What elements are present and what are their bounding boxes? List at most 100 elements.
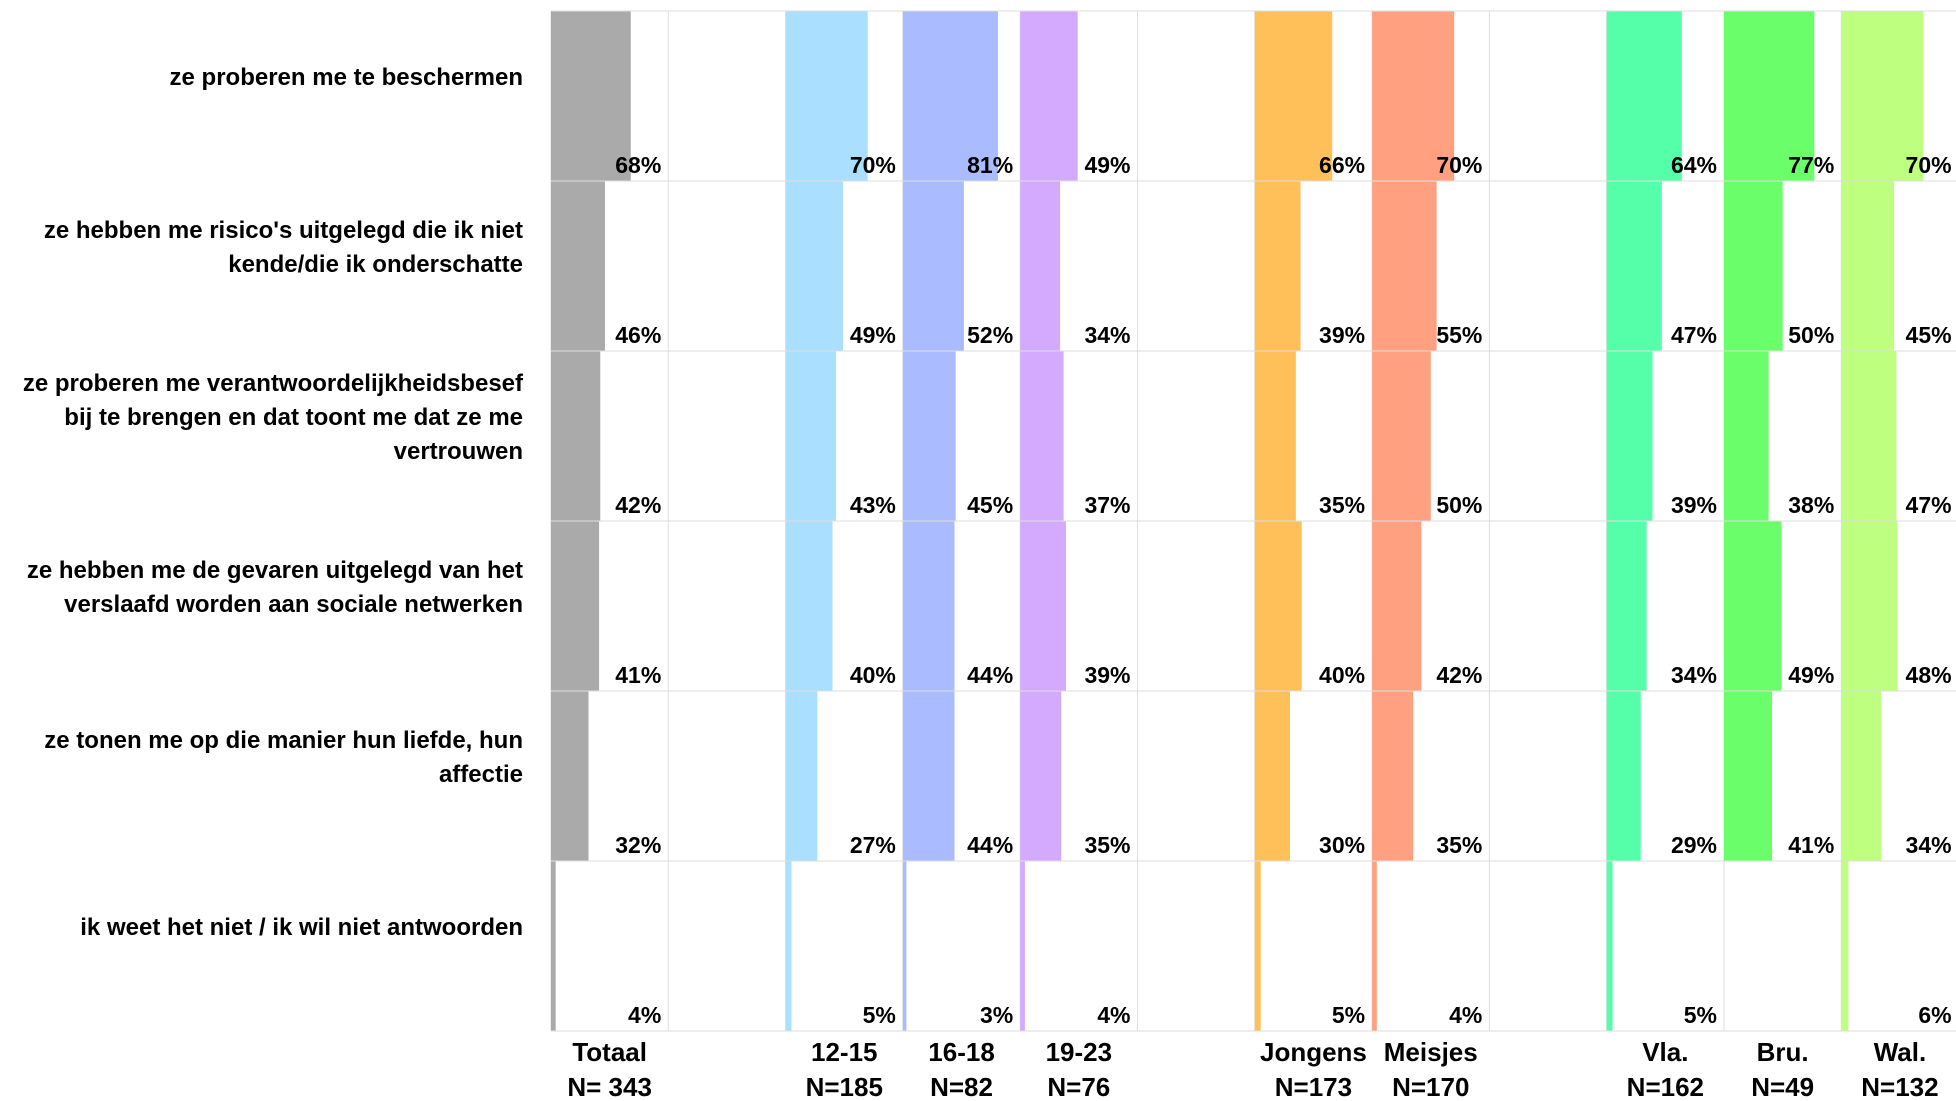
value-label: 40% [1319, 662, 1365, 688]
bar [1254, 861, 1261, 1031]
row-label: ik weet het niet / ik wil niet antwoorde… [8, 843, 523, 1013]
value-label: 39% [1319, 322, 1365, 348]
value-label: 43% [850, 492, 896, 518]
bar [1020, 11, 1078, 181]
value-label: 45% [1906, 322, 1952, 348]
legend-n: N=173 [1275, 1072, 1352, 1101]
bar [1606, 861, 1613, 1031]
row-label: ze tonen me op die manier hun liefde, hu… [8, 673, 523, 843]
value-label: 37% [1084, 492, 1130, 518]
row-label: ze proberen me te beschermen [8, 0, 523, 163]
value-label: 50% [1788, 322, 1834, 348]
value-label: 49% [1788, 662, 1834, 688]
bar [1254, 11, 1333, 181]
bar [551, 861, 556, 1031]
bar [902, 521, 955, 691]
value-label: 34% [1671, 662, 1717, 688]
value-label: 77% [1788, 152, 1834, 178]
value-label: 38% [1788, 492, 1834, 518]
bar [551, 181, 605, 351]
legend-name: Jongens [1260, 1037, 1367, 1067]
legend-n: N=170 [1392, 1072, 1469, 1101]
bar [785, 181, 844, 351]
bar [1372, 181, 1437, 351]
bar [1372, 861, 1377, 1031]
bar [902, 861, 907, 1031]
legend-name: Vla. [1642, 1037, 1688, 1067]
value-label: 5% [1332, 1002, 1365, 1028]
bar [1254, 351, 1296, 521]
value-label: 70% [1906, 152, 1952, 178]
value-label: 45% [967, 492, 1013, 518]
value-label: 5% [1684, 1002, 1717, 1028]
value-label: 64% [1671, 152, 1717, 178]
bar [1841, 11, 1924, 181]
value-label: 48% [1906, 662, 1952, 688]
value-label: 81% [967, 152, 1013, 178]
value-label: 40% [850, 662, 896, 688]
legend-n: N=76 [1047, 1072, 1110, 1101]
row-label-text: ze hebben me de gevaren uitgelegd van he… [26, 557, 523, 618]
bar [551, 11, 631, 181]
value-label: 70% [1436, 152, 1482, 178]
bar [1841, 521, 1898, 691]
bar [1606, 691, 1641, 861]
legend-n: N=49 [1751, 1072, 1814, 1101]
legend-name: Totaal [572, 1037, 647, 1067]
bar [1841, 181, 1895, 351]
bar [1724, 11, 1815, 181]
bar [1254, 691, 1290, 861]
value-label: 47% [1671, 322, 1717, 348]
value-label: 42% [615, 492, 661, 518]
bar [1606, 521, 1647, 691]
bar [551, 691, 589, 861]
bar [902, 691, 955, 861]
row-label: ze hebben me risico's uitgelegd die ik n… [8, 163, 523, 333]
legend-name: Bru. [1757, 1037, 1809, 1067]
bar [1372, 521, 1422, 691]
row-label-text: ze hebben me risico's uitgelegd die ik n… [43, 217, 523, 278]
value-label: 4% [1097, 1002, 1130, 1028]
value-label: 4% [628, 1002, 661, 1028]
bar [1606, 351, 1653, 521]
bar [1724, 521, 1782, 691]
bar [785, 351, 837, 521]
value-label: 49% [850, 322, 896, 348]
row-label: ze proberen me verantwoordelijkheidsbese… [8, 333, 523, 503]
bar [1020, 351, 1064, 521]
bar [1020, 861, 1025, 1031]
legend-n: N=82 [930, 1072, 993, 1101]
value-label: 41% [1788, 832, 1834, 858]
bar [1724, 181, 1783, 351]
value-label: 30% [1319, 832, 1365, 858]
value-label: 29% [1671, 832, 1717, 858]
bar [1372, 351, 1431, 521]
legend-n: N=132 [1861, 1072, 1938, 1101]
value-label: 66% [1319, 152, 1365, 178]
bar [1606, 11, 1682, 181]
value-label: 35% [1436, 832, 1482, 858]
value-label: 70% [850, 152, 896, 178]
legend-n: N=162 [1627, 1072, 1704, 1101]
value-label: 35% [1084, 832, 1130, 858]
value-label: 47% [1906, 492, 1952, 518]
value-label: 68% [615, 152, 661, 178]
bar [785, 861, 792, 1031]
value-label: 6% [1918, 1002, 1951, 1028]
value-label: 4% [1449, 1002, 1482, 1028]
bar [902, 351, 956, 521]
value-label: 46% [615, 322, 661, 348]
bar [551, 351, 601, 521]
value-label: 27% [850, 832, 896, 858]
legend-name: Meisjes [1384, 1037, 1478, 1067]
bar [551, 521, 600, 691]
legend-n: N=185 [806, 1072, 883, 1101]
value-label: 34% [1084, 322, 1130, 348]
row-label-text: ze proberen me verantwoordelijkheidsbese… [22, 370, 523, 465]
legend-name: Wal. [1874, 1037, 1926, 1067]
bar [1841, 691, 1882, 861]
row-label: ze hebben me de gevaren uitgelegd van he… [8, 503, 523, 673]
value-label: 3% [980, 1002, 1013, 1028]
